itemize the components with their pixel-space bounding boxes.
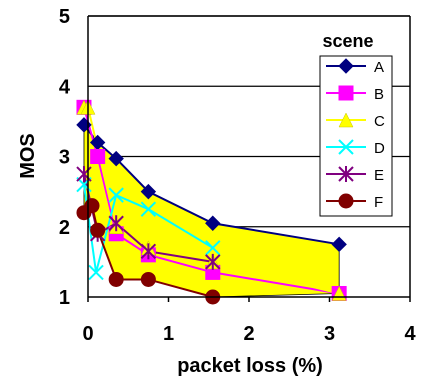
- point-F-4: [140, 271, 156, 287]
- y-tick-label-2: 2: [59, 217, 70, 239]
- point-D-1: [88, 264, 104, 281]
- legend-marker-C: [338, 112, 354, 128]
- point-B-1: [90, 149, 106, 164]
- point-D-2-stroke-2: [108, 187, 124, 203]
- y-tick-label-1: 1: [59, 287, 70, 309]
- legend-marker-E: [338, 166, 354, 182]
- legend-label-B: B: [374, 86, 384, 103]
- point-D-4: [205, 240, 221, 256]
- point-A-4: [205, 215, 221, 231]
- y-tick-label-3: 3: [59, 147, 70, 169]
- point-E-4: [205, 253, 221, 270]
- point-A-3: [140, 183, 157, 200]
- point-D-4-stroke-2: [205, 240, 221, 256]
- point-F-1: [84, 198, 100, 214]
- x-tick-label-0: 0: [82, 323, 93, 345]
- legend-title: scene: [322, 31, 373, 51]
- legend-marker-B: [338, 85, 354, 101]
- legend-marker-F: [338, 193, 354, 209]
- x-tick-label-1: 1: [163, 323, 174, 345]
- y-tick-label-4: 4: [59, 76, 71, 98]
- point-F-2: [90, 222, 106, 238]
- legend-label-A: A: [374, 59, 384, 76]
- legend-label-E: E: [374, 167, 384, 184]
- point-D-3: [140, 201, 157, 217]
- point-A-5: [331, 236, 347, 253]
- legend-marker-D-stroke-2: [338, 139, 354, 155]
- point-E-2: [108, 215, 124, 232]
- axes-layer: [87, 15, 411, 302]
- x-tick-label-4: 4: [404, 323, 416, 345]
- legend-label-F: F: [374, 194, 383, 211]
- series-line-B: [83, 107, 340, 295]
- legend-marker-D: [338, 139, 354, 155]
- point-D-3-stroke-2: [140, 201, 157, 217]
- point-E-3: [140, 243, 157, 260]
- point-D-2: [108, 187, 124, 203]
- legend-box: [319, 55, 393, 217]
- x-tick-label-2: 2: [243, 323, 254, 345]
- x-axis-label: packet loss (%): [177, 355, 323, 377]
- x-tick-label-3: 3: [324, 323, 335, 345]
- legend-label-D: D: [374, 140, 385, 157]
- legend-marker-A: [338, 58, 354, 74]
- y-axis-label: MOS: [17, 133, 39, 179]
- legend-label-C: C: [374, 113, 385, 130]
- y-tick-label-5: 5: [59, 6, 70, 28]
- point-D-1-stroke-2: [88, 264, 104, 281]
- point-F-3: [108, 271, 124, 287]
- point-A-2: [108, 150, 124, 167]
